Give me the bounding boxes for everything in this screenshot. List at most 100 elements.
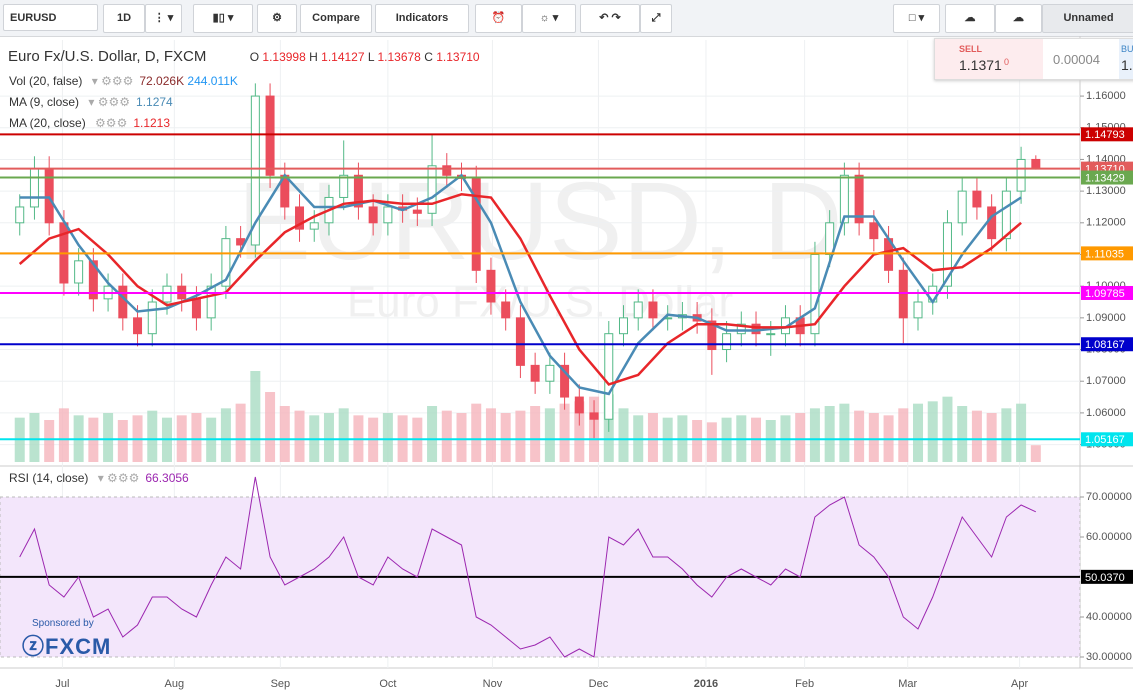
sell-box[interactable]: SELL 1.1371 0 — [935, 39, 1043, 79]
layout-name[interactable]: Unnamed — [1042, 4, 1133, 33]
l-value: 1.13678 — [377, 50, 421, 64]
candle-body — [74, 260, 84, 284]
level-label-box — [1081, 337, 1133, 352]
vol-ma-value: 244.011K — [187, 74, 238, 88]
candle-body — [942, 222, 952, 287]
c-label: C — [424, 50, 433, 64]
candle-body — [501, 301, 511, 319]
candle-body — [825, 222, 835, 255]
y-tick-label: 1.16000 — [1086, 90, 1126, 102]
buy-price: 1. — [1121, 57, 1133, 73]
sponsor-logo: Sponsored by ⓩFXCM — [22, 618, 111, 661]
candle-body — [604, 333, 614, 420]
sell-price: 1.1371 — [959, 57, 1002, 73]
buy-box[interactable]: BU 1. — [1119, 39, 1133, 79]
candle-body — [751, 323, 761, 335]
candle-body — [265, 95, 275, 176]
candle-body — [589, 412, 599, 420]
level-label: 1.11035 — [1085, 248, 1124, 260]
fullscreen-button[interactable]: ⤢ — [640, 4, 672, 33]
volume-bar — [485, 408, 496, 462]
volume-bar — [323, 413, 334, 462]
volume-bar — [382, 413, 393, 462]
rsi-name: RSI (14, close) — [9, 471, 89, 485]
y-tick-label: 70.00000 — [1086, 491, 1132, 503]
volume-bar — [957, 406, 968, 462]
candle-body — [29, 168, 39, 208]
candle-body — [427, 165, 437, 214]
save-button[interactable]: ☁ — [995, 4, 1042, 33]
interval-button[interactable]: 1D — [103, 4, 145, 33]
candle-body — [898, 269, 908, 319]
h-label: H — [309, 50, 318, 64]
ma20-value: 1.1213 — [133, 116, 171, 130]
chart-style-button[interactable]: ▮▯ ▾ — [193, 4, 253, 33]
candle-body — [1001, 190, 1011, 240]
volume-bar — [147, 410, 158, 462]
volume-bar — [441, 410, 452, 462]
compare-button[interactable]: Compare — [300, 4, 372, 33]
volume-bar — [795, 413, 806, 462]
level-label-box — [1081, 569, 1133, 584]
volume-bar — [235, 403, 246, 462]
candle-body — [957, 190, 967, 224]
volume-bar — [765, 420, 776, 462]
volume-bar — [692, 420, 703, 462]
volume-bar — [500, 413, 511, 462]
volume-bar — [29, 413, 40, 462]
legend-indicators: Vol (20, false) ▾ ⚙⚙⚙ 72.026K 244.011K MA… — [9, 71, 238, 134]
load-button[interactable]: ☁ — [945, 4, 995, 33]
ma20-name: MA (20, close) — [9, 116, 86, 130]
candle-body — [574, 396, 584, 414]
candle-body — [118, 285, 128, 319]
c-value: 1.13710 — [436, 50, 480, 64]
menu-button[interactable]: ⋮ ▾ — [145, 4, 182, 33]
toolbar: EURUSD 1D ⋮ ▾ ▮▯ ▾ ⚙ Compare Indicators … — [0, 0, 1133, 37]
candle-body — [442, 165, 452, 176]
symbol-title: Euro Fx/U.S. Dollar, D, FXCM — [8, 48, 207, 65]
alert-button[interactable]: ⏰ — [475, 4, 522, 33]
volume-bar — [1001, 408, 1012, 462]
o-label: O — [249, 50, 260, 64]
candle-body — [736, 323, 746, 335]
x-tick-label: Aug — [165, 678, 185, 690]
y-tick-label: 1.06000 — [1086, 407, 1126, 419]
volume-bar — [927, 401, 938, 462]
x-tick-label: 2016 — [694, 678, 718, 690]
volume-bar — [1016, 403, 1027, 462]
candle-body — [309, 222, 319, 230]
volume-bar — [913, 403, 924, 462]
indicator-line — [19, 476, 1037, 658]
volume-bar — [898, 408, 909, 462]
candle-body — [722, 333, 732, 351]
indicators-button[interactable]: Indicators — [375, 4, 469, 33]
level-label: 1.05167 — [1085, 434, 1125, 446]
quote-panel: SELL 1.1371 0 0.00004 BU 1. — [934, 38, 1133, 80]
candle-body — [648, 301, 658, 319]
candle-body — [133, 317, 143, 335]
level-label-box — [1081, 285, 1133, 300]
volume-bar — [824, 406, 835, 462]
level-label: 1.08167 — [1085, 339, 1125, 351]
volume-bar — [868, 413, 879, 462]
buy-label: BU — [1121, 44, 1133, 54]
x-tick-label: Oct — [379, 678, 396, 690]
candle-body — [206, 285, 216, 319]
volume-bar — [471, 403, 482, 462]
y-tick-label: 60.00000 — [1086, 531, 1132, 543]
symbol-button[interactable]: EURUSD — [3, 4, 98, 31]
y-tick-label: 40.00000 — [1086, 611, 1132, 623]
candle-body — [618, 317, 628, 335]
candle-body — [383, 206, 393, 224]
candle-body — [1016, 158, 1026, 192]
settings-button[interactable]: ⚙ — [257, 4, 297, 33]
color-button[interactable]: □ ▾ — [893, 4, 940, 33]
x-tick-label: Apr — [1011, 678, 1028, 690]
candle-body — [191, 298, 201, 319]
ideas-button[interactable]: ☼ ▾ — [522, 4, 576, 33]
undo-redo[interactable]: ↶ ↷ — [580, 4, 640, 33]
volume-bar — [427, 406, 438, 462]
y-tick-label: 1.13000 — [1086, 185, 1126, 197]
volume-bar — [854, 410, 865, 462]
